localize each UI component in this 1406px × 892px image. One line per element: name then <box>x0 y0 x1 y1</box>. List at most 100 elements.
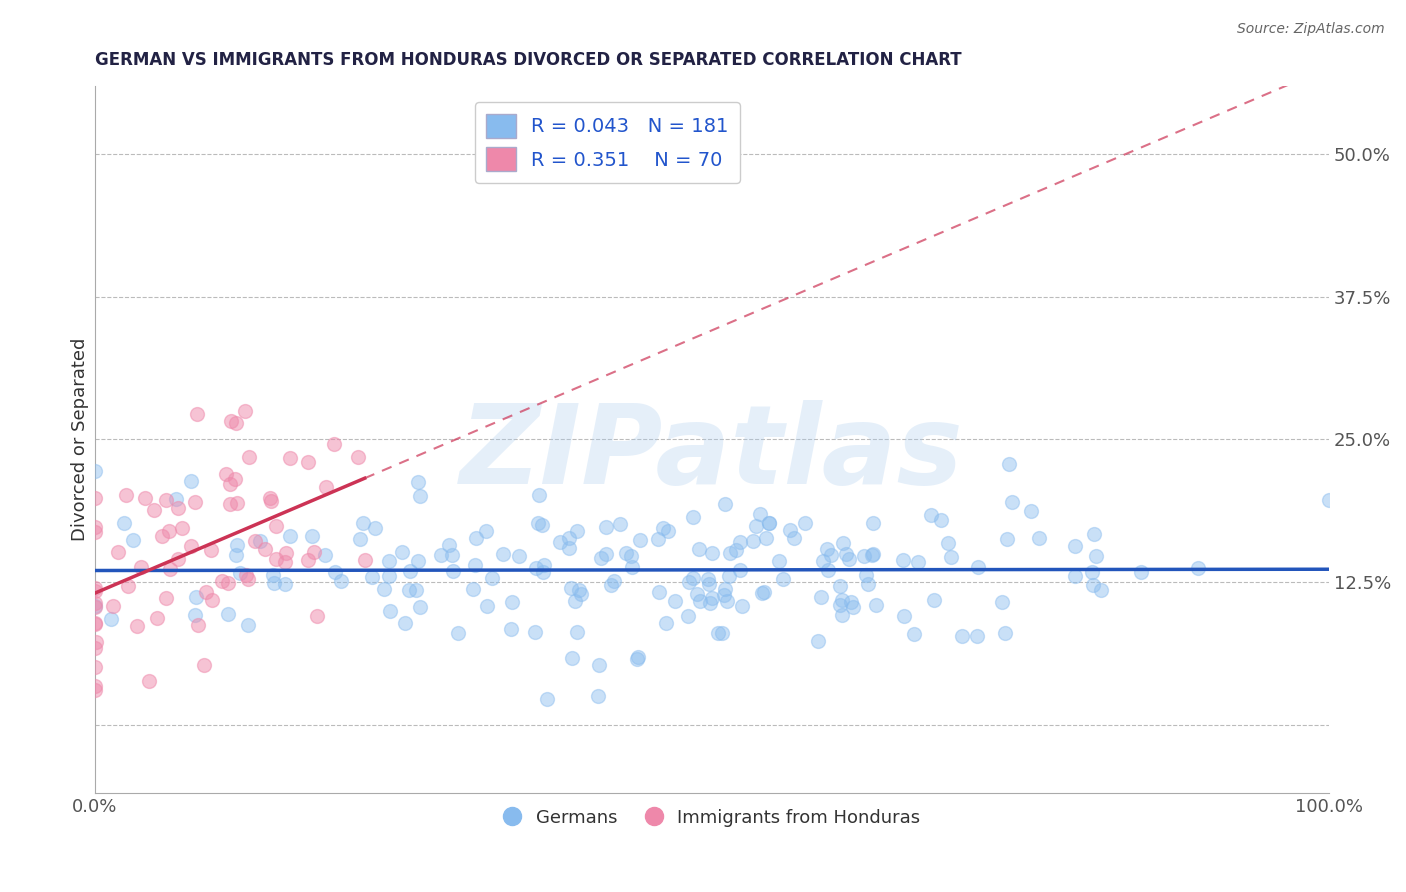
Point <box>83 659 105 673</box>
Point <box>558 541 581 556</box>
Point <box>602 574 624 588</box>
Point <box>219 477 242 491</box>
Point <box>524 561 547 575</box>
Point <box>249 533 271 548</box>
Point <box>651 521 673 535</box>
Point <box>1187 560 1209 574</box>
Point <box>699 596 721 610</box>
Point <box>626 652 648 666</box>
Point <box>628 533 651 547</box>
Point <box>862 547 884 561</box>
Point <box>373 582 395 596</box>
Point <box>1317 492 1340 507</box>
Point <box>560 581 582 595</box>
Point <box>143 503 166 517</box>
Point <box>728 535 751 549</box>
Point <box>172 521 194 535</box>
Point <box>117 579 139 593</box>
Point <box>682 509 704 524</box>
Point <box>349 532 371 546</box>
Point <box>728 563 751 577</box>
Point <box>225 549 247 563</box>
Point <box>226 538 249 552</box>
Point <box>648 585 671 599</box>
Point <box>315 480 337 494</box>
Point <box>398 582 420 597</box>
Point <box>527 516 550 531</box>
Point <box>523 624 546 639</box>
Point <box>529 488 551 502</box>
Point <box>920 508 942 522</box>
Point <box>264 519 287 533</box>
Point <box>262 568 284 582</box>
Point <box>907 555 929 569</box>
Point <box>378 569 401 583</box>
Point <box>329 574 352 588</box>
Point <box>101 599 124 614</box>
Point <box>83 596 105 610</box>
Point <box>536 692 558 706</box>
Point <box>936 536 959 550</box>
Point <box>1083 526 1105 541</box>
Point <box>217 607 239 621</box>
Point <box>614 546 637 560</box>
Point <box>810 591 832 605</box>
Point <box>398 565 420 579</box>
Point <box>564 594 586 608</box>
Point <box>499 622 522 636</box>
Point <box>865 598 887 612</box>
Point <box>1090 582 1112 597</box>
Point <box>591 551 613 566</box>
Point <box>441 565 464 579</box>
Point <box>724 543 747 558</box>
Point <box>278 450 301 465</box>
Point <box>966 560 988 574</box>
Point <box>138 674 160 689</box>
Point <box>682 571 704 585</box>
Point <box>346 450 368 464</box>
Point <box>966 629 988 643</box>
Point <box>561 650 583 665</box>
Point <box>219 414 242 428</box>
Point <box>475 524 498 538</box>
Point <box>186 407 208 421</box>
Point <box>714 582 737 596</box>
Point <box>647 532 669 546</box>
Point <box>731 599 754 613</box>
Point <box>678 575 700 590</box>
Point <box>304 545 326 559</box>
Point <box>200 543 222 558</box>
Point <box>157 524 180 539</box>
Point <box>253 541 276 556</box>
Point <box>225 416 247 430</box>
Point <box>758 516 780 530</box>
Point <box>183 495 205 509</box>
Point <box>678 609 700 624</box>
Point <box>224 472 246 486</box>
Point <box>322 437 344 451</box>
Point <box>752 584 775 599</box>
Point <box>657 524 679 538</box>
Point <box>627 649 650 664</box>
Point <box>406 475 429 490</box>
Point <box>100 612 122 626</box>
Point <box>447 625 470 640</box>
Point <box>243 534 266 549</box>
Point <box>831 607 853 622</box>
Point <box>194 584 217 599</box>
Point <box>828 579 851 593</box>
Point <box>758 516 780 531</box>
Point <box>363 520 385 534</box>
Point <box>391 545 413 559</box>
Point <box>236 573 259 587</box>
Point <box>301 529 323 543</box>
Point <box>838 551 860 566</box>
Point <box>1085 549 1108 563</box>
Point <box>1064 568 1087 582</box>
Point <box>697 577 720 591</box>
Point <box>409 489 432 503</box>
Point <box>167 501 190 516</box>
Text: ZIPatlas: ZIPatlas <box>460 401 963 507</box>
Point <box>107 545 129 559</box>
Point <box>595 547 617 561</box>
